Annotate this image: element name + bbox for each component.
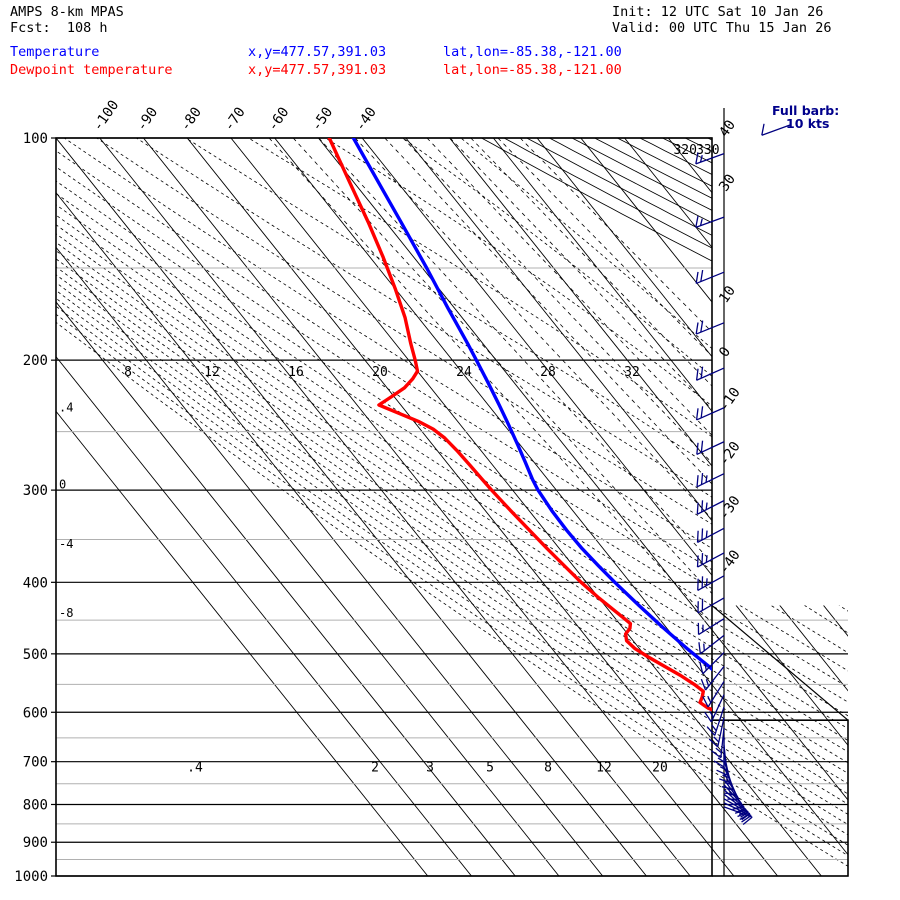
svg-text:-50: -50 (309, 104, 337, 134)
svg-text:800: 800 (23, 797, 48, 813)
sounding-curves (327, 138, 712, 712)
dewpoint-xy: x,y=477.57,391.03 (248, 62, 387, 78)
svg-text:5: 5 (486, 761, 494, 776)
svg-text:-40: -40 (352, 104, 380, 134)
svg-text:28: 28 (540, 365, 556, 380)
svg-text:12: 12 (596, 761, 612, 776)
theta-labels: 320 330 (673, 143, 719, 158)
moist-adiabats (56, 138, 848, 876)
svg-text:30: 30 (716, 172, 739, 195)
mixing-ratio-labels: 8 12 16 20 24 28 32 .4 2 3 5 8 12 20 .4 0 -4 -8 (59, 365, 668, 776)
barb-legend-line1: Full barb: (772, 103, 840, 118)
svg-text:-30: -30 (716, 493, 744, 523)
svg-text:300: 300 (23, 483, 48, 499)
svg-text:20: 20 (652, 761, 668, 776)
svg-text:900: 900 (23, 835, 48, 851)
svg-text:32: 32 (624, 365, 640, 380)
forecast-hour: Fcst: 108 h (10, 20, 108, 36)
svg-text:12: 12 (204, 365, 220, 380)
init-time: Init: 12 UTC Sat 10 Jan 26 (612, 4, 824, 20)
isotherm-labels: -100 -90 -80 -70 -60 -50 -40-40-30-20-10010304… (90, 97, 744, 577)
temperature-xy: x,y=477.57,391.03 (248, 44, 387, 60)
svg-text:-60: -60 (265, 104, 293, 134)
svg-text:10: 10 (716, 283, 739, 306)
svg-text:-40: -40 (716, 547, 744, 577)
temperature-legend-label: Temperature (10, 44, 100, 60)
svg-text:8: 8 (124, 365, 132, 380)
svg-text:-100: -100 (90, 97, 122, 134)
model-title: AMPS 8-km MPAS (10, 4, 124, 20)
svg-text:24: 24 (456, 365, 472, 380)
svg-text:-70: -70 (221, 104, 249, 134)
svg-text:600: 600 (23, 705, 48, 721)
svg-text:40: 40 (716, 117, 739, 140)
svg-text:3: 3 (426, 761, 434, 776)
svg-text:2: 2 (371, 761, 379, 776)
dewpoint-latlon: lat,lon=-85.38,-121.00 (443, 62, 622, 78)
pressure-axis-labels: 100 200 300 400 500 600 700 800 900 1000 (14, 131, 48, 885)
svg-text:0: 0 (59, 478, 66, 492)
mixing-ratio-lines (268, 138, 712, 624)
svg-text:700: 700 (23, 755, 48, 771)
svg-text:-8: -8 (59, 606, 73, 620)
svg-text:0: 0 (716, 344, 734, 360)
svg-text:200: 200 (23, 353, 48, 369)
svg-text:8: 8 (544, 761, 552, 776)
svg-text:1000: 1000 (14, 869, 48, 885)
svg-text:-90: -90 (134, 104, 162, 134)
temperature-latlon: lat,lon=-85.38,-121.00 (443, 44, 622, 60)
wind-barb-key (761, 123, 791, 136)
svg-text:.4: .4 (187, 761, 203, 776)
svg-text:-4: -4 (59, 537, 73, 551)
svg-text:100: 100 (23, 131, 48, 147)
svg-text:400: 400 (23, 575, 48, 591)
svg-text:330: 330 (696, 143, 719, 158)
dewpoint-legend-label: Dewpoint temperature (10, 62, 173, 78)
svg-text:320: 320 (673, 143, 696, 158)
svg-text:16: 16 (288, 365, 304, 380)
barb-legend-line2: 10 kts (786, 116, 830, 131)
valid-time: Valid: 00 UTC Thu 15 Jan 26 (612, 20, 832, 36)
svg-text:500: 500 (23, 647, 48, 663)
isotherms (56, 138, 848, 876)
svg-text:.4: .4 (59, 401, 73, 415)
svg-text:20: 20 (372, 365, 388, 380)
svg-text:-80: -80 (177, 104, 205, 134)
wind-barbs (695, 152, 753, 825)
